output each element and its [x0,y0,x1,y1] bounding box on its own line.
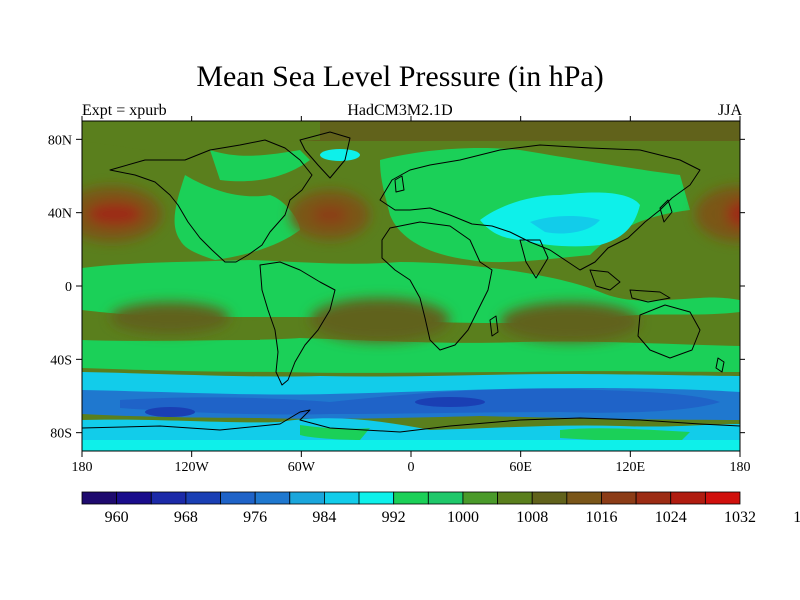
y-tick-label: 40S [50,353,72,368]
north-america-low [174,175,300,260]
chart-title: Mean Sea Level Pressure (in hPa) [196,60,604,93]
colorbar-swatch [497,491,533,505]
coastlines [82,131,740,433]
colorbar-label: 976 [243,509,267,526]
x-tick-label: 180 [72,460,93,475]
north-pacific-high-outer-east [695,186,740,242]
asian-heat-low-core [530,216,600,234]
colorbar-swatch [254,491,291,505]
southern-green-belt [82,338,740,373]
colorbar-swatch [220,491,256,505]
colorbar-swatch [324,491,360,505]
y-tick-label: 0 [65,280,72,295]
southern-ocean-minimum-1 [145,407,195,417]
x-tick-label: 0 [408,460,415,475]
north-pacific-high-core [87,202,143,226]
x-tick-label: 180 [730,460,751,475]
south-indian-high [500,302,640,342]
colorbar-swatch [185,491,221,505]
colorbar-swatch [566,491,602,505]
antarctic-cyan-band [82,440,740,451]
colorbar-label: 960 [105,509,129,526]
colorbar-label: 992 [382,509,406,526]
north-pacific-band [82,121,320,155]
model-label: HadCM3M2.1D [347,102,453,119]
south-atlantic-high [310,298,450,342]
y-tick-label: 40N [48,207,72,222]
colorbar-swatch [393,491,429,505]
arctic-low-patch [320,149,360,161]
pressure-field [82,121,740,451]
colorbar-swatch [150,491,187,505]
season-label: JJA [717,102,742,119]
colorbar-swatch [462,491,498,505]
southern-ocean-minimum-2 [415,397,485,407]
colorbar-swatch [670,491,706,505]
colorbar-label: 984 [312,509,336,526]
colorbar-swatch [531,491,568,505]
colorbar-swatch [635,491,672,505]
colorbar-swatch [704,491,741,505]
colorbar-label: 1032 [724,509,756,526]
y-tick-label: 80N [48,133,72,148]
colorbar-label: 1000 [447,509,479,526]
x-axis-ticks: 180 120W 60W 0 60E 120E 180 [72,116,751,475]
x-tick-label: 120W [175,460,210,475]
antarctic-green-1 [300,425,370,440]
colorbar-label: 1024 [655,509,687,526]
colorbar-swatch [358,491,395,505]
antarctic-green-2 [560,428,690,442]
south-pacific-high [110,302,230,334]
colorbar-swatch [116,491,152,505]
colorbar: 960 968 976 984 992 1000 1008 1016 1024 1032 1040 [81,491,800,526]
experiment-label: Expt = xpurb [82,102,167,119]
colorbar-label: 1016 [585,509,617,526]
y-tick-label: 80S [50,427,72,442]
colorbar-swatch [427,491,464,505]
canada-low [210,150,310,182]
x-tick-label: 60E [509,460,532,475]
azores-high-core [312,206,348,224]
colorbar-swatch [81,491,118,505]
x-tick-label: 60W [288,460,316,475]
colorbar-swatch [289,491,325,505]
colorbar-label: 968 [174,509,198,526]
colorbar-label: 1008 [516,509,548,526]
x-tick-label: 120E [616,460,646,475]
y-axis-ticks: 80N 40N 0 40S 80S [48,133,745,442]
north-pacific-high-core-east [726,200,740,228]
colorbar-swatch [601,491,637,505]
colorbar-label: 1040 [793,509,800,526]
